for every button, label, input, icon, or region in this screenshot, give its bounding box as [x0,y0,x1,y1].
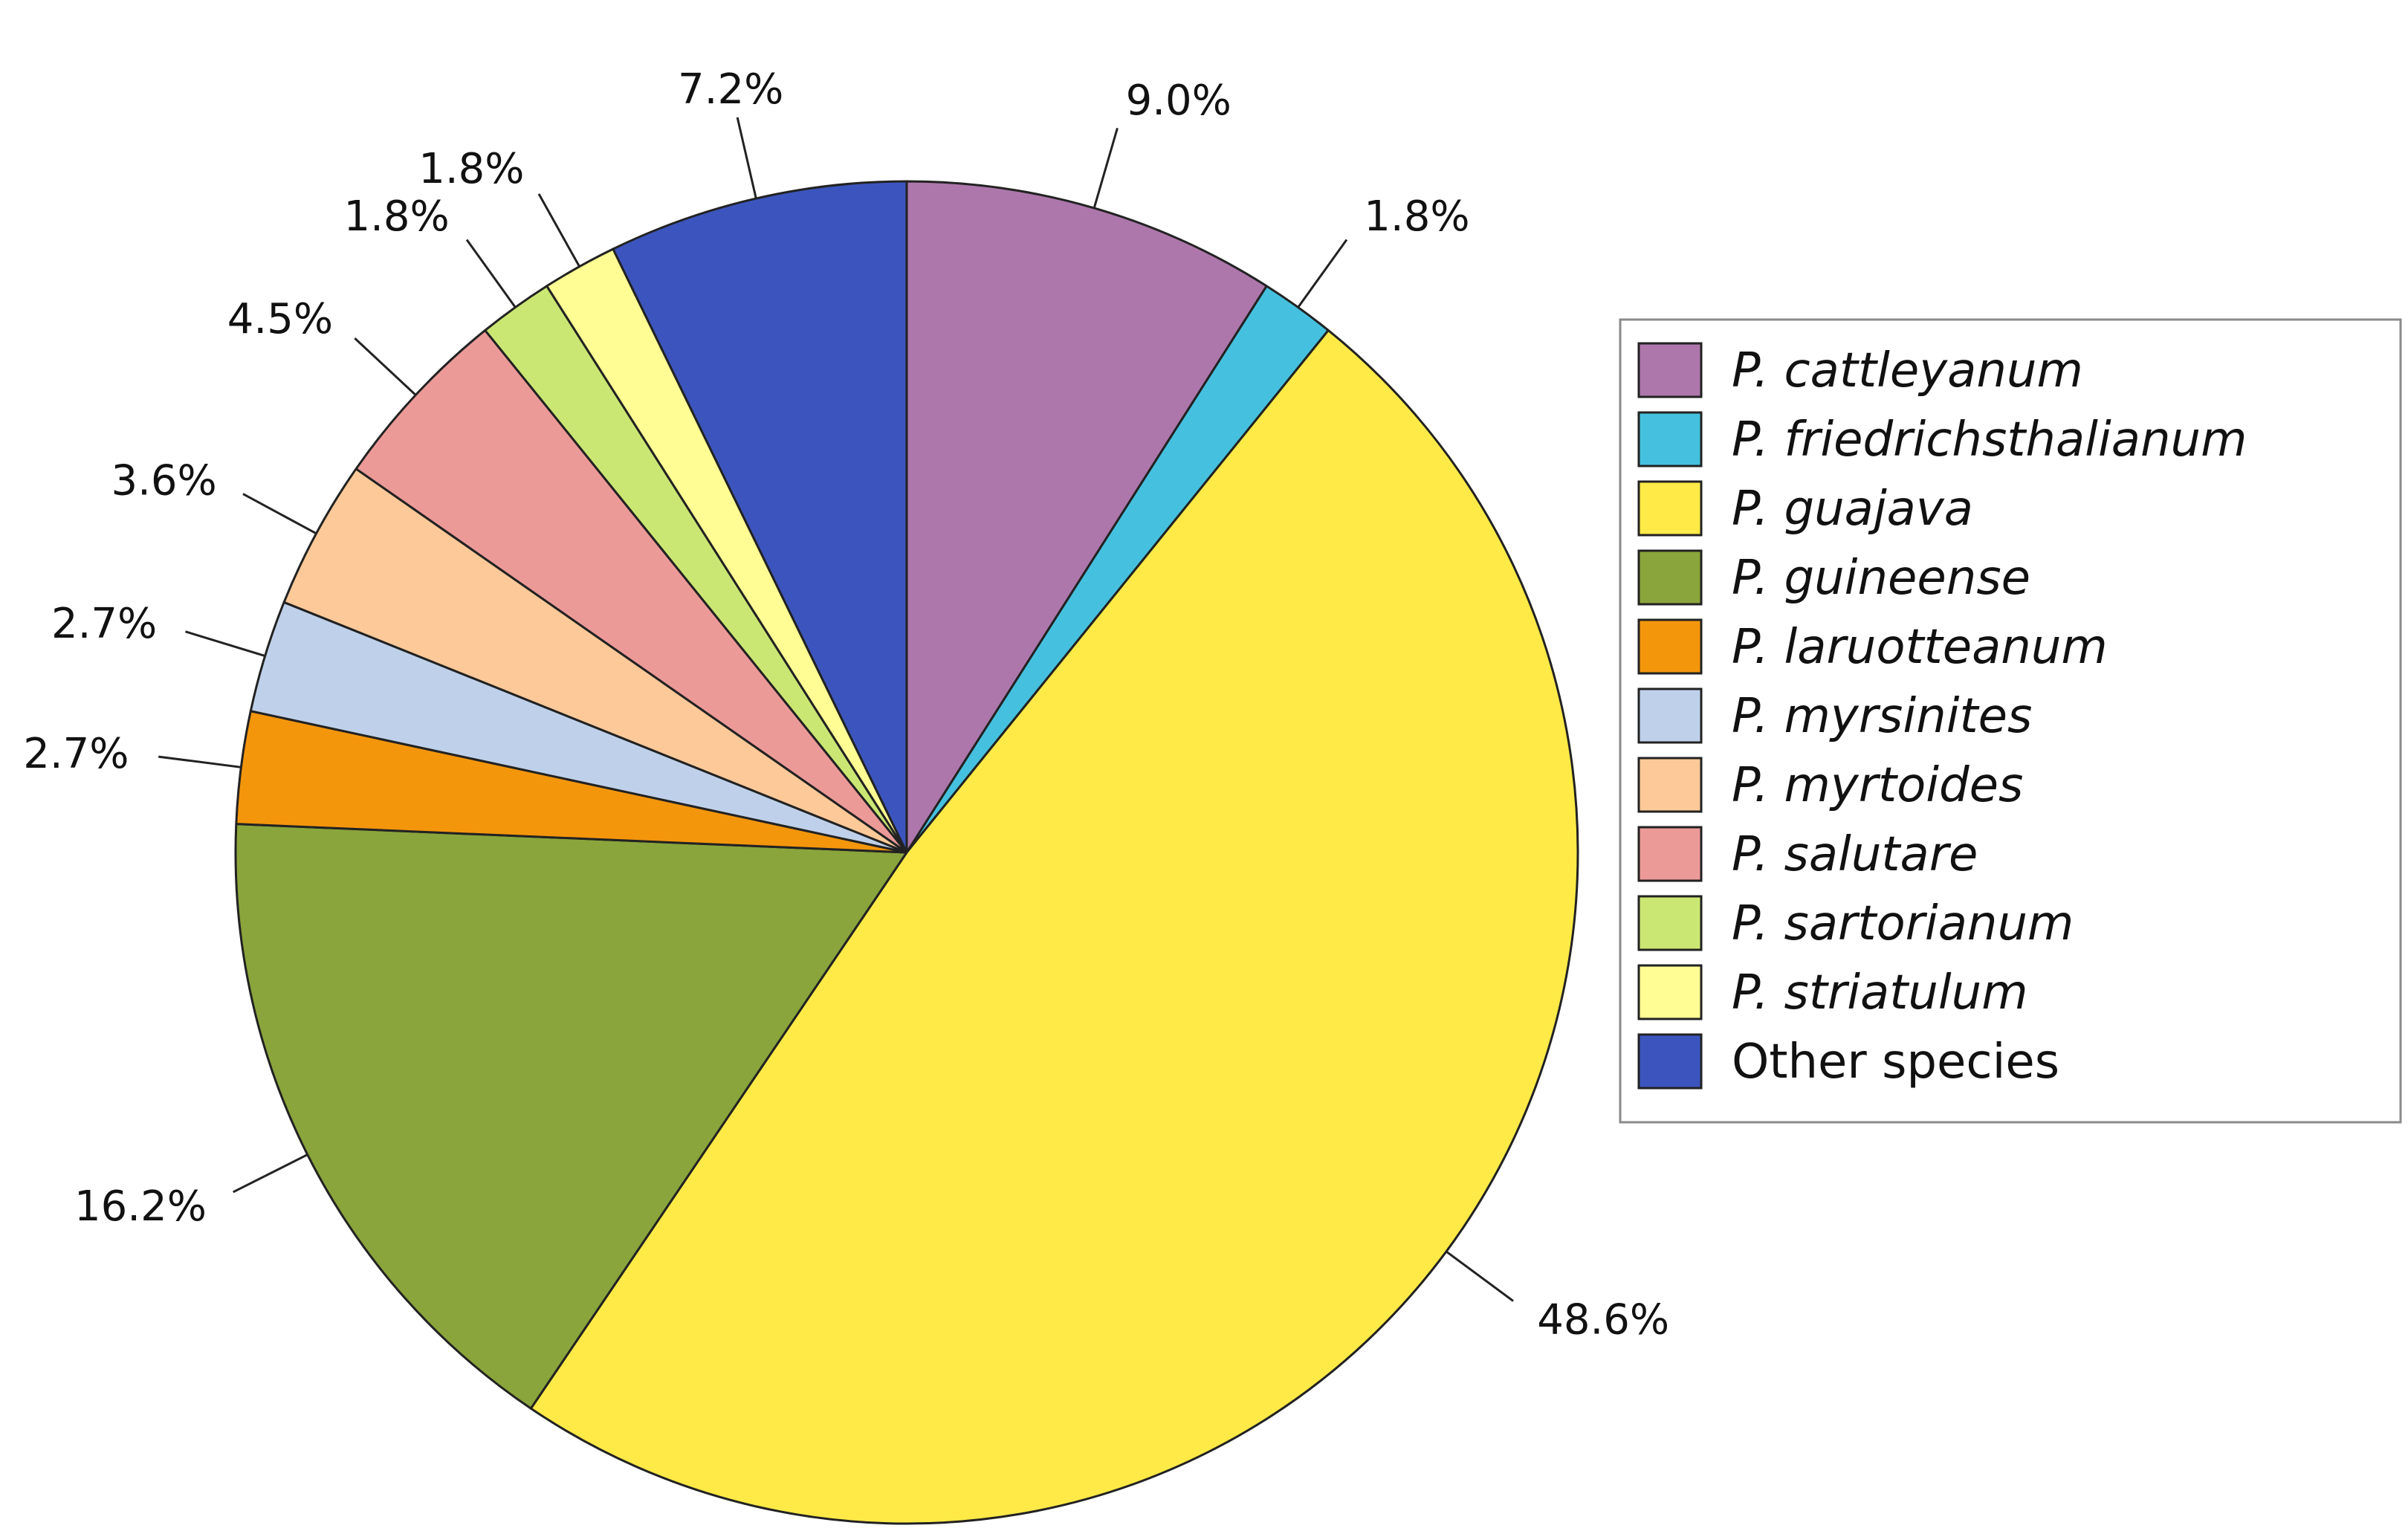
legend-swatch-p-myrsinites [1637,687,1703,744]
legend-label-p-sartorianum: P. sartorianum [1732,896,2074,951]
legend-swatch-other-species [1637,1033,1703,1090]
legend-swatch-p-friedrichsthalianum [1637,411,1703,467]
pie-slice-p-myrtoides [282,467,908,854]
slice-label-p-laruotteanum: 2.7% [23,730,129,778]
legend-swatch-p-guajava [1637,480,1703,537]
leader-line-p-cattleyanum [1093,127,1119,209]
leader-line-p-salutare [354,337,417,396]
legend-label-p-guineense: P. guineense [1732,551,2030,606]
slice-labels: 9.0%1.8%48.6%16.2%2.7%2.7%3.6%4.5%1.8%1.… [23,65,1669,1344]
slice-label-p-friedrichsthalianum: 1.8% [1364,192,1469,241]
slice-label-p-guajava: 48.6% [1537,1295,1669,1344]
slice-label-p-cattleyanum: 9.0% [1126,77,1231,125]
legend-label-other-species: Other species [1732,1035,2059,1090]
legend-items: P. cattleyanum P. friedrichsthalianum P. g… [1637,342,2247,1090]
legend-swatch-p-salutare [1637,826,1703,882]
legend-label-p-myrtoides: P. myrtoides [1732,758,2023,813]
pie-slice-p-guineense [234,823,908,1410]
pie-slices [234,180,1579,1525]
legend-swatch-p-striatulum [1637,964,1703,1020]
leader-line-p-myrtoides [242,493,317,535]
leader-lines [158,117,1514,1302]
legend-label-p-laruotteanum: P. laruotteanum [1732,620,2108,675]
legend-swatch-p-guineense [1637,549,1703,606]
legend-swatch-p-cattleyanum [1637,342,1703,398]
legend: P. cattleyanum P. friedrichsthalianum P. g… [1619,318,2402,1124]
slice-label-p-striatulum: 1.8% [418,145,524,193]
legend-label-p-salutare: P. salutare [1732,827,1978,882]
slice-label-other-species: 7.2% [678,65,783,114]
leader-line-p-laruotteanum [158,755,242,768]
leader-line-p-myrsinites [185,630,266,658]
leader-line-p-guajava [1446,1250,1514,1302]
pie-slice-other-species [612,180,908,854]
leader-line-p-sartorianum [465,239,517,308]
leader-line-p-guineense [233,1153,308,1194]
legend-swatch-p-sartorianum [1637,895,1703,951]
legend-label-p-myrsinites: P. myrsinites [1732,689,2032,744]
leader-line-p-friedrichsthalianum [1297,239,1348,308]
slice-label-p-myrsinites: 2.7% [51,600,157,648]
legend-swatch-p-laruotteanum [1637,618,1703,675]
legend-label-p-guajava: P. guajava [1732,482,1973,537]
legend-box [1619,318,2402,1124]
legend-swatch-p-myrtoides [1637,757,1703,813]
pie-slice-p-guajava [529,329,1579,1525]
slice-label-p-sartorianum: 1.8% [343,192,449,241]
slice-label-p-myrtoides: 3.6% [111,457,217,505]
legend-label-p-cattleyanum: P. cattleyanum [1732,343,2083,398]
legend-label-p-friedrichsthalianum: P. friedrichsthalianum [1732,412,2247,467]
legend-label-p-striatulum: P. striatulum [1732,965,2028,1020]
slice-label-p-salutare: 4.5% [227,295,333,343]
pie-slice-p-salutare [355,329,908,854]
leader-line-other-species [736,117,757,199]
leader-line-p-striatulum [537,193,580,268]
slice-label-p-guineense: 16.2% [74,1182,207,1231]
pie-slice-p-cattleyanum [905,180,1268,854]
